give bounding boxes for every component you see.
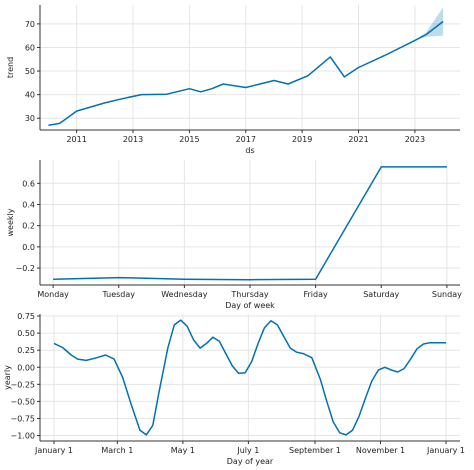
x-tick-label: 2021 xyxy=(348,135,368,144)
x-tick-label: Thursday xyxy=(230,290,268,299)
y-tick-label: 70 xyxy=(25,20,35,29)
y-tick-label: 0.00 xyxy=(17,363,35,372)
y-axis-label: yearly xyxy=(3,365,12,390)
y-axis-label: weekly xyxy=(6,208,15,236)
x-tick-label: January 1 xyxy=(426,446,465,455)
x-tick-label: September 1 xyxy=(289,446,341,455)
uncertainty-band xyxy=(414,7,444,41)
series-line xyxy=(53,319,446,436)
y-tick-label: −0.2 xyxy=(16,264,35,273)
x-tick-label: 2011 xyxy=(66,135,86,144)
trend-panel: 2011 2013 2015 2017 2019 2021 2023 30 40 50 60 70 ds… xyxy=(6,5,460,155)
x-tick-label: Friday xyxy=(304,290,329,299)
x-tick-label: May 1 xyxy=(171,446,195,455)
x-tick-label: 2017 xyxy=(236,135,256,144)
x-tick-label: 2013 xyxy=(123,135,143,144)
y-tick-label: 0.6 xyxy=(22,179,35,188)
x-axis-label: ds xyxy=(245,146,254,155)
y-tick-label: 0.0 xyxy=(22,243,35,252)
x-tick-label: 2019 xyxy=(292,135,312,144)
x-tick-label: July 1 xyxy=(236,446,259,455)
y-tick-label: −0.75 xyxy=(10,414,35,423)
x-axis-label: Day of week xyxy=(225,301,275,310)
series-line xyxy=(48,20,444,127)
yearly-panel: January 1 March 1 May 1 July 1 September 1 No… xyxy=(3,312,465,466)
x-tick-label: November 1 xyxy=(356,446,405,455)
y-tick-label: 0.2 xyxy=(22,222,35,231)
y-tick-label: 0.50 xyxy=(17,329,35,338)
y-tick-label: 0.4 xyxy=(22,200,35,209)
x-tick-label: Tuesday xyxy=(101,290,135,299)
y-tick-label: 30 xyxy=(25,114,35,123)
y-tick-label: −0.50 xyxy=(10,397,35,406)
x-tick-label: March 1 xyxy=(101,446,133,455)
series-line xyxy=(53,166,447,281)
y-tick-label: −1.00 xyxy=(10,432,35,441)
x-tick-label: Sunday xyxy=(432,290,462,299)
x-tick-label: 2015 xyxy=(179,135,199,144)
y-tick-label: 60 xyxy=(25,43,35,52)
x-tick-label: Wednesday xyxy=(161,290,208,299)
y-tick-label: 50 xyxy=(25,67,35,76)
y-tick-label: 0.25 xyxy=(17,346,35,355)
x-axis-label: Day of year xyxy=(227,457,274,466)
x-tick-label: Saturday xyxy=(363,290,399,299)
y-tick-label: 40 xyxy=(25,91,35,100)
y-axis-label: trend xyxy=(6,57,15,78)
x-tick-label: 2023 xyxy=(405,135,425,144)
x-tick-label: Monday xyxy=(37,290,69,299)
weekly-panel: Monday Tuesday Wednesday Thursday Friday Satu… xyxy=(6,160,462,310)
y-tick-label: −0.25 xyxy=(10,380,35,389)
y-tick-label: 0.75 xyxy=(17,312,35,321)
x-tick-label: January 1 xyxy=(34,446,73,455)
